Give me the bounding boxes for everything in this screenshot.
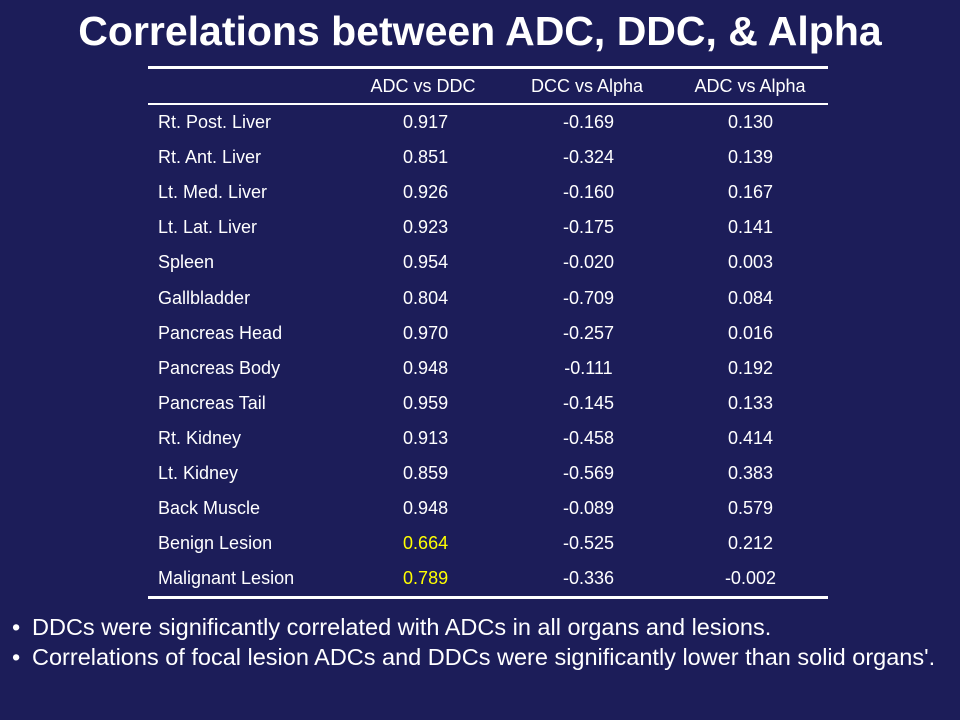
dcc-vs-alpha-cell: -0.257 xyxy=(562,322,615,343)
dcc-vs-alpha-cell: -0.569 xyxy=(562,462,615,483)
header-adc-vs-alpha: ADC vs Alpha xyxy=(694,75,806,96)
adc-vs-ddc-cell: 0.926 xyxy=(403,182,449,203)
adc-vs-alpha-cell: 0.141 xyxy=(727,217,773,238)
organ-cell: Rt. Kidney xyxy=(158,427,242,448)
adc-vs-ddc-cell: 0.948 xyxy=(403,498,449,519)
organ-cell: Malignant Lesion xyxy=(158,568,295,589)
adc-vs-alpha-cell: 0.212 xyxy=(727,533,773,554)
adc-vs-alpha-cell: -0.002 xyxy=(724,568,776,589)
dcc-vs-alpha-cell: -0.160 xyxy=(562,182,615,203)
table-header-rule xyxy=(148,103,828,105)
dcc-vs-alpha-cell: -0.169 xyxy=(562,112,615,133)
adc-vs-ddc-cell: 0.851 xyxy=(403,147,449,168)
adc-vs-ddc-cell: 0.804 xyxy=(403,287,449,308)
dcc-vs-alpha-cell: -0.020 xyxy=(562,252,615,273)
bullet-text: DDCs were significantly correlated with … xyxy=(32,614,772,640)
adc-vs-ddc-cell: 0.954 xyxy=(403,252,449,273)
table-row: Lt. Lat. Liver 0.923 -0.175 0.141 xyxy=(148,210,828,245)
adc-vs-ddc-cell: 0.917 xyxy=(403,112,449,133)
organ-cell: Benign Lesion xyxy=(158,533,273,554)
table-row: Back Muscle 0.948 -0.089 0.579 xyxy=(148,491,828,526)
dcc-vs-alpha-cell: -0.145 xyxy=(562,392,615,413)
table-row: Rt. Post. Liver 0.917 -0.169 0.130 xyxy=(148,105,828,140)
organ-cell: Pancreas Body xyxy=(158,357,281,378)
bullet-marker: • xyxy=(12,644,21,670)
organ-cell: Spleen xyxy=(158,252,215,273)
bullet-marker: • xyxy=(12,614,21,640)
dcc-vs-alpha-cell: -0.111 xyxy=(564,357,613,378)
adc-vs-alpha-cell: 0.003 xyxy=(727,252,773,273)
adc-vs-ddc-cell: 0.913 xyxy=(403,427,449,448)
table-header-row: ADC vs DDC DCC vs Alpha ADC vs Alpha xyxy=(148,69,828,103)
dcc-vs-alpha-cell: -0.089 xyxy=(562,498,615,519)
adc-vs-ddc-cell: 0.970 xyxy=(403,322,449,343)
organ-cell: Back Muscle xyxy=(158,498,261,519)
slide-title: Correlations between ADC, DDC, & Alpha xyxy=(78,8,882,54)
correlation-table-container: ADC vs DDC DCC vs Alpha ADC vs Alpha Rt.… xyxy=(148,66,828,600)
dcc-vs-alpha-cell: -0.525 xyxy=(562,533,615,554)
correlation-table: ADC vs DDC DCC vs Alpha ADC vs Alpha xyxy=(148,69,828,103)
dcc-vs-alpha-cell: -0.709 xyxy=(562,287,615,308)
adc-vs-ddc-cell: 0.859 xyxy=(403,462,449,483)
adc-vs-alpha-cell: 0.167 xyxy=(727,182,773,203)
table-row: Lt. Kidney 0.859 -0.569 0.383 xyxy=(148,456,828,491)
table-row: Pancreas Head 0.970 -0.257 0.016 xyxy=(148,316,828,351)
organ-cell: Lt. Kidney xyxy=(158,462,239,483)
table-row: Rt. Ant. Liver 0.851 -0.324 0.139 xyxy=(148,140,828,175)
organ-cell: Lt. Lat. Liver xyxy=(158,217,258,238)
table-row: Malignant Lesion 0.789 -0.336 -0.002 xyxy=(148,561,828,596)
adc-vs-ddc-cell: 0.664 xyxy=(403,533,449,554)
table-row: Spleen 0.954 -0.020 0.003 xyxy=(148,245,828,280)
header-adc-vs-ddc: ADC vs DDC xyxy=(370,75,476,96)
adc-vs-alpha-cell: 0.016 xyxy=(727,322,773,343)
adc-vs-alpha-cell: 0.133 xyxy=(727,392,773,413)
organ-cell: Rt. Post. Liver xyxy=(158,112,272,133)
table-row: Pancreas Body 0.948 -0.111 0.192 xyxy=(148,351,828,386)
adc-vs-ddc-cell: 0.789 xyxy=(403,568,449,589)
table-row: Lt. Med. Liver 0.926 -0.160 0.167 xyxy=(148,175,828,210)
organ-cell: Gallbladder xyxy=(158,287,251,308)
bullet-item: • Correlations of focal lesion ADCs and … xyxy=(12,642,952,672)
adc-vs-alpha-cell: 0.130 xyxy=(727,112,773,133)
dcc-vs-alpha-cell: -0.324 xyxy=(562,147,615,168)
organ-cell: Lt. Med. Liver xyxy=(158,182,268,203)
adc-vs-ddc-cell: 0.959 xyxy=(403,392,449,413)
adc-vs-alpha-cell: 0.192 xyxy=(727,357,773,378)
table-top-rule xyxy=(148,66,828,69)
bullet-text: Correlations of focal lesion ADCs and DD… xyxy=(32,644,936,670)
dcc-vs-alpha-cell: -0.458 xyxy=(562,427,615,448)
header-dcc-vs-alpha: DCC vs Alpha xyxy=(530,75,644,96)
bullet-list: • DDCs were significantly correlated wit… xyxy=(12,612,952,672)
table-bottom-rule xyxy=(148,596,828,600)
dcc-vs-alpha-cell: -0.175 xyxy=(562,217,615,238)
organ-cell: Pancreas Tail xyxy=(158,392,266,413)
bullet-item: • DDCs were significantly correlated wit… xyxy=(12,612,952,642)
dcc-vs-alpha-cell: -0.336 xyxy=(562,568,615,589)
table-row: Rt. Kidney 0.913 -0.458 0.414 xyxy=(148,421,828,456)
organ-cell: Pancreas Head xyxy=(158,322,283,343)
adc-vs-alpha-cell: 0.579 xyxy=(727,498,773,519)
adc-vs-alpha-cell: 0.084 xyxy=(727,287,773,308)
correlation-table-body: Rt. Post. Liver 0.917 -0.169 0.130 Rt. Ant. … xyxy=(148,105,828,596)
adc-vs-ddc-cell: 0.948 xyxy=(403,357,449,378)
header-organ xyxy=(148,69,344,103)
adc-vs-alpha-cell: 0.383 xyxy=(727,462,773,483)
adc-vs-ddc-cell: 0.923 xyxy=(403,217,449,238)
table-row: Benign Lesion 0.664 -0.525 0.212 xyxy=(148,526,828,561)
adc-vs-alpha-cell: 0.139 xyxy=(727,147,773,168)
table-row: Gallbladder 0.804 -0.709 0.084 xyxy=(148,280,828,315)
adc-vs-alpha-cell: 0.414 xyxy=(727,427,773,448)
table-row: Pancreas Tail 0.959 -0.145 0.133 xyxy=(148,386,828,421)
organ-cell: Rt. Ant. Liver xyxy=(158,147,262,168)
